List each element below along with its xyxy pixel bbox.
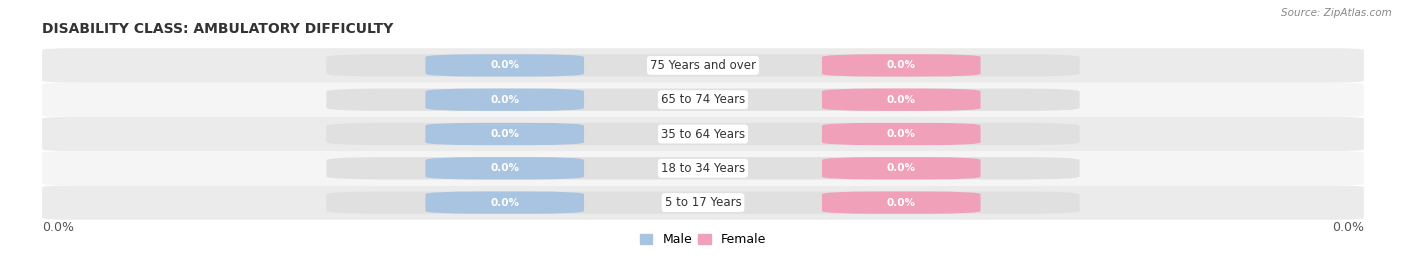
FancyBboxPatch shape xyxy=(426,88,583,111)
Text: 0.0%: 0.0% xyxy=(887,198,915,208)
Text: 0.0%: 0.0% xyxy=(491,129,519,139)
FancyBboxPatch shape xyxy=(426,157,583,180)
FancyBboxPatch shape xyxy=(426,54,583,77)
Text: 0.0%: 0.0% xyxy=(42,221,75,234)
Text: 35 to 64 Years: 35 to 64 Years xyxy=(661,128,745,140)
FancyBboxPatch shape xyxy=(42,117,1364,151)
Text: Source: ZipAtlas.com: Source: ZipAtlas.com xyxy=(1281,8,1392,18)
FancyBboxPatch shape xyxy=(326,88,1080,111)
FancyBboxPatch shape xyxy=(326,191,1080,214)
FancyBboxPatch shape xyxy=(42,83,1364,117)
Text: 0.0%: 0.0% xyxy=(887,95,915,105)
FancyBboxPatch shape xyxy=(823,157,980,180)
FancyBboxPatch shape xyxy=(326,157,1080,180)
FancyBboxPatch shape xyxy=(326,123,1080,145)
Text: 0.0%: 0.0% xyxy=(491,198,519,208)
Text: 5 to 17 Years: 5 to 17 Years xyxy=(665,196,741,209)
FancyBboxPatch shape xyxy=(326,54,1080,77)
FancyBboxPatch shape xyxy=(42,151,1364,185)
FancyBboxPatch shape xyxy=(823,191,980,214)
Text: 75 Years and over: 75 Years and over xyxy=(650,59,756,72)
FancyBboxPatch shape xyxy=(42,48,1364,83)
Text: 18 to 34 Years: 18 to 34 Years xyxy=(661,162,745,175)
Legend: Male, Female: Male, Female xyxy=(636,228,770,251)
Text: 0.0%: 0.0% xyxy=(887,60,915,70)
FancyBboxPatch shape xyxy=(823,88,980,111)
Text: DISABILITY CLASS: AMBULATORY DIFFICULTY: DISABILITY CLASS: AMBULATORY DIFFICULTY xyxy=(42,22,394,36)
FancyBboxPatch shape xyxy=(42,185,1364,220)
Text: 0.0%: 0.0% xyxy=(1331,221,1364,234)
Text: 0.0%: 0.0% xyxy=(491,163,519,173)
Text: 0.0%: 0.0% xyxy=(491,60,519,70)
Text: 0.0%: 0.0% xyxy=(491,95,519,105)
Text: 0.0%: 0.0% xyxy=(887,163,915,173)
FancyBboxPatch shape xyxy=(823,54,980,77)
FancyBboxPatch shape xyxy=(426,123,583,145)
Text: 65 to 74 Years: 65 to 74 Years xyxy=(661,93,745,106)
Text: 0.0%: 0.0% xyxy=(887,129,915,139)
FancyBboxPatch shape xyxy=(426,191,583,214)
FancyBboxPatch shape xyxy=(823,123,980,145)
